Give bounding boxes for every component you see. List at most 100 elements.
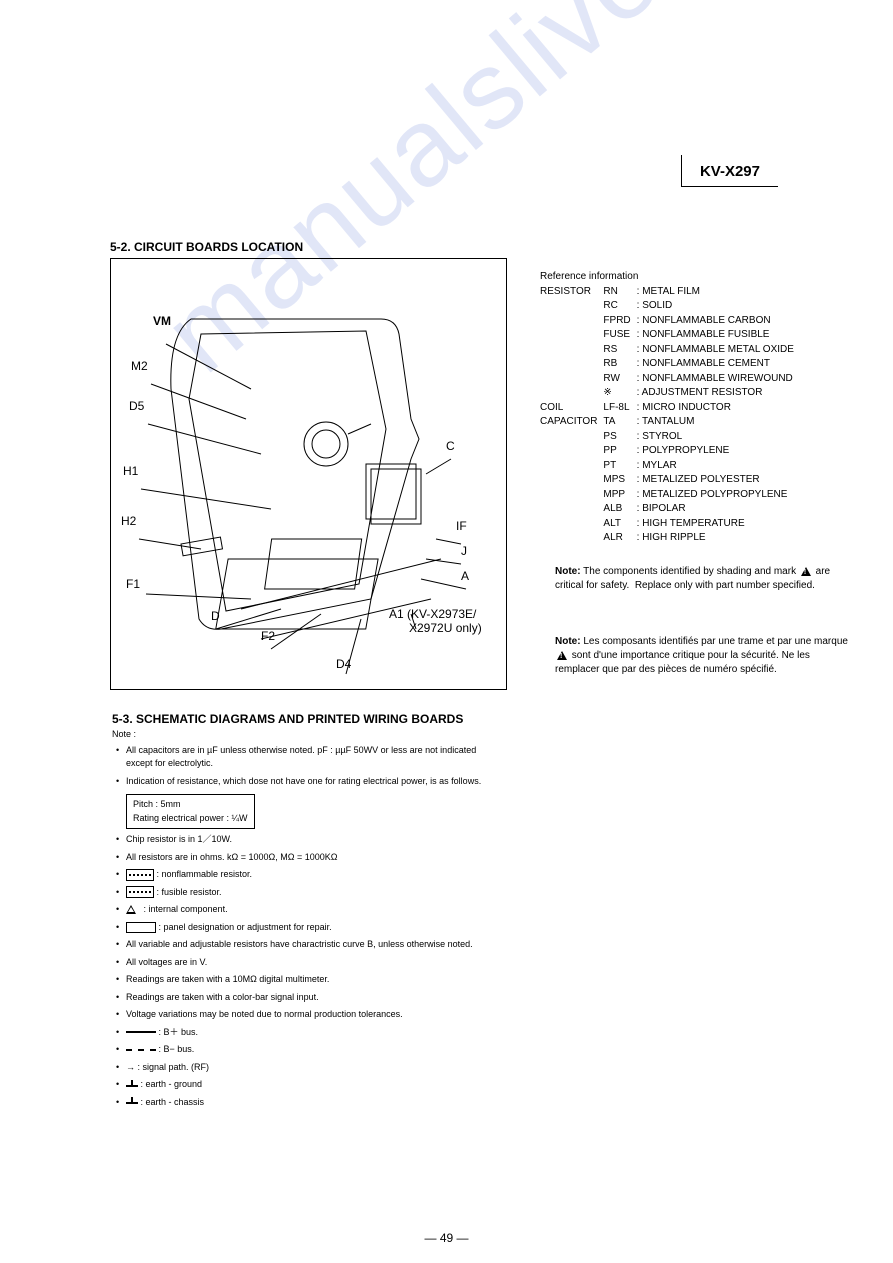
reference-cell: FUSE [603,328,636,343]
label-j: J [461,544,467,558]
reference-cell: : HIGH TEMPERATURE [637,517,800,532]
reference-cell: : METAL FILM [637,285,800,300]
reference-cell: : NONFLAMMABLE FUSIBLE [637,328,800,343]
reference-cell [540,299,603,314]
reference-cell [540,517,603,532]
circuit-board-diagram: VM M2 D5 H1 H2 F1 D F2 D4 C IF J A A1 (K… [110,258,507,690]
warning-triangle-icon [557,651,567,660]
earth-chassis-symbol [126,1097,138,1107]
reference-cell [540,314,603,329]
label-vm: VM [153,314,171,328]
reference-cell: COIL [540,401,603,416]
reference-cell: : METALIZED POLYPROPYLENE [637,488,800,503]
reference-cell: PS [603,430,636,445]
label-d5: D5 [129,399,144,413]
label-h2: H2 [121,514,136,528]
note-text: : internal component. [144,904,228,914]
note-item: All voltages are in V. [112,956,502,970]
label-d4: D4 [336,657,351,671]
note-item: Readings are taken with a 10MΩ digital m… [112,973,502,987]
note-item: Indication of resistance, which dose not… [112,775,502,789]
note-item: : earth - chassis [112,1096,502,1110]
reference-cell: MPP [603,488,636,503]
note-item: All capacitors are in µF unless otherwis… [112,744,502,771]
reference-cell: RESISTOR [540,285,603,300]
note-item: : earth - ground [112,1078,502,1092]
safety-note-french: Note: Les composants identifiés par une … [555,635,855,677]
note-item: Chip resistor is in 1／10W. [112,833,502,847]
reference-cell: RB [603,357,636,372]
reference-cell: : POLYPROPYLENE [637,444,800,459]
safety-note-english: Note: The components identified by shadi… [555,565,855,593]
note-en-lead: Note: [555,566,581,577]
reference-cell: MPS [603,473,636,488]
note-item: All resistors are in ohms. kΩ = 1000Ω, M… [112,851,502,865]
note-item: Readings are taken with a color-bar sign… [112,991,502,1005]
reference-table: RESISTORRN: METAL FILMRC: SOLIDFPRD: NON… [540,285,800,546]
reference-cell [540,444,603,459]
label-if: IF [456,519,467,533]
label-a: A [461,569,469,583]
page-number: — 49 — [0,1231,893,1245]
reference-cell: : BIPOLAR [637,502,800,517]
reference-cell: : NONFLAMMABLE CARBON [637,314,800,329]
note-item: : B＋ bus. [112,1026,502,1040]
label-c: C [446,439,455,453]
label-a1b: X2972U only) [409,621,482,635]
reference-cell: : SOLID [637,299,800,314]
reference-cell [540,488,603,503]
pitch-line: Pitch : 5mm [133,798,248,812]
reference-cell: RN [603,285,636,300]
reference-cell: : MICRO INDUCTOR [637,401,800,416]
panel-designation-symbol [126,922,156,933]
note-text: : signal path. (RF) [138,1062,210,1072]
note-text: : B− bus. [159,1044,195,1054]
reference-cell: ALR [603,531,636,546]
note-item: : panel designation or adjustment for re… [112,921,502,935]
reference-cell: : HIGH RIPPLE [637,531,800,546]
reference-cell: CAPACITOR [540,415,603,430]
note-item: Voltage variations may be noted due to n… [112,1008,502,1022]
reference-cell [540,386,603,401]
nonflammable-resistor-symbol [126,869,154,881]
reference-cell [540,473,603,488]
note-text: : earth - chassis [141,1097,205,1107]
label-h1: H1 [123,464,138,478]
reference-cell: FPRD [603,314,636,329]
reference-cell [540,430,603,445]
reference-title: Reference information [540,270,800,285]
note-item: : nonflammable resistor. [112,868,502,882]
reference-cell: RC [603,299,636,314]
note-item: All variable and adjustable resistors ha… [112,938,502,952]
note-item: : fusible resistor. [112,886,502,900]
note-fr-body: Les composants identifiés par une trame … [555,636,848,675]
internal-component-symbol [126,905,136,914]
reference-cell: PT [603,459,636,474]
reference-cell: : METALIZED POLYESTER [637,473,800,488]
reference-cell: : NONFLAMMABLE CEMENT [637,357,800,372]
reference-cell: : NONFLAMMABLE METAL OXIDE [637,343,800,358]
earth-ground-symbol [126,1080,138,1090]
reference-cell: LF-8L [603,401,636,416]
model-number-box: KV-X297 [681,155,778,187]
section-5-2-title: 5-2. CIRCUIT BOARDS LOCATION [110,240,303,254]
note-item: : B− bus. [112,1043,502,1057]
reference-cell: RW [603,372,636,387]
reference-cell [540,343,603,358]
fusible-resistor-symbol [126,886,154,898]
b-minus-bus-symbol [126,1049,156,1051]
reference-cell: : TANTALUM [637,415,800,430]
note-fr-lead: Note: [555,636,581,647]
reference-cell: : ADJUSTMENT RESISTOR [637,386,800,401]
label-m2: M2 [131,359,148,373]
b-plus-bus-symbol [126,1031,156,1033]
note-text: : earth - ground [141,1079,203,1089]
note-text: : B＋ bus. [159,1027,199,1037]
note-text: : nonflammable resistor. [157,869,253,879]
reference-information: Reference information RESISTORRN: METAL … [540,270,800,546]
note-text: : fusible resistor. [157,887,222,897]
label-f1: F1 [126,577,140,591]
reference-cell [540,531,603,546]
model-number: KV-X297 [700,163,760,180]
reference-cell: ALB [603,502,636,517]
